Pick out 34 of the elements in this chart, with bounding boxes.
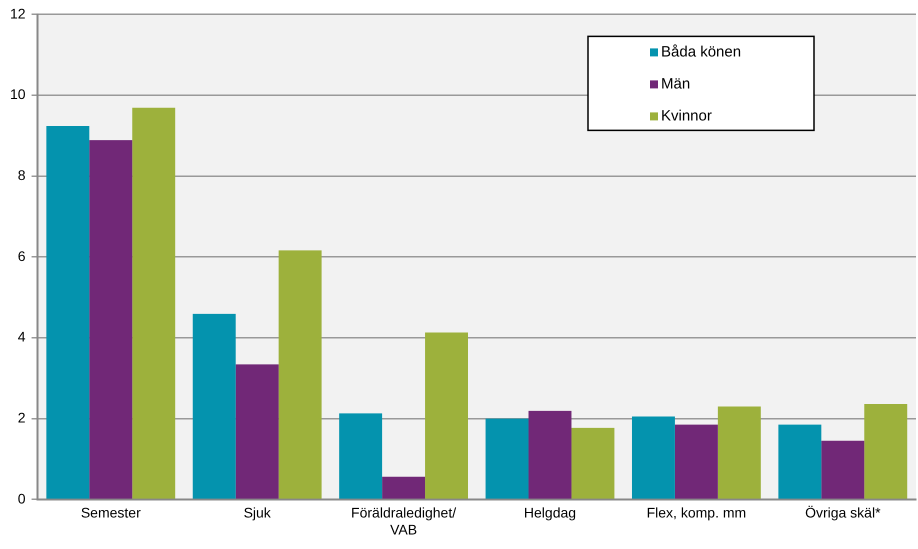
legend-label: Män bbox=[661, 76, 690, 93]
x-tick-label: Flex, komp. mm bbox=[646, 504, 746, 521]
bar bbox=[192, 314, 236, 499]
y-tick-label: 0 bbox=[18, 490, 26, 506]
bar bbox=[278, 250, 322, 499]
bar bbox=[674, 424, 718, 499]
y-tick-label: 8 bbox=[18, 166, 26, 183]
legend-label: Båda könen bbox=[661, 44, 742, 61]
bar bbox=[46, 126, 90, 499]
bar bbox=[778, 424, 822, 499]
x-tick-label: Föräldraledighet/ VAB bbox=[351, 504, 456, 538]
bar bbox=[718, 406, 761, 499]
bar bbox=[339, 413, 382, 499]
y-tick-label: 4 bbox=[18, 328, 26, 345]
bar bbox=[571, 428, 614, 499]
bar bbox=[382, 476, 426, 499]
x-tick-label: Helgdag bbox=[524, 504, 576, 521]
y-tick-label: 6 bbox=[18, 248, 26, 264]
bar bbox=[236, 364, 279, 499]
x-tick-label: Sjuk bbox=[244, 504, 272, 521]
x-tick-label: Semester bbox=[80, 504, 142, 521]
bar bbox=[864, 404, 908, 499]
bar bbox=[632, 416, 675, 499]
y-tick-label: 12 bbox=[10, 5, 26, 22]
legend-label: Kvinnor bbox=[661, 108, 712, 125]
x-tick-label: Övriga skäl* bbox=[805, 504, 882, 521]
bar bbox=[132, 108, 176, 499]
bar bbox=[486, 418, 529, 499]
bar bbox=[528, 410, 572, 499]
bar bbox=[89, 140, 132, 499]
y-tick-label: 10 bbox=[10, 86, 26, 102]
bar bbox=[821, 440, 864, 499]
y-tick-label: 2 bbox=[18, 409, 26, 426]
bar bbox=[425, 332, 468, 499]
